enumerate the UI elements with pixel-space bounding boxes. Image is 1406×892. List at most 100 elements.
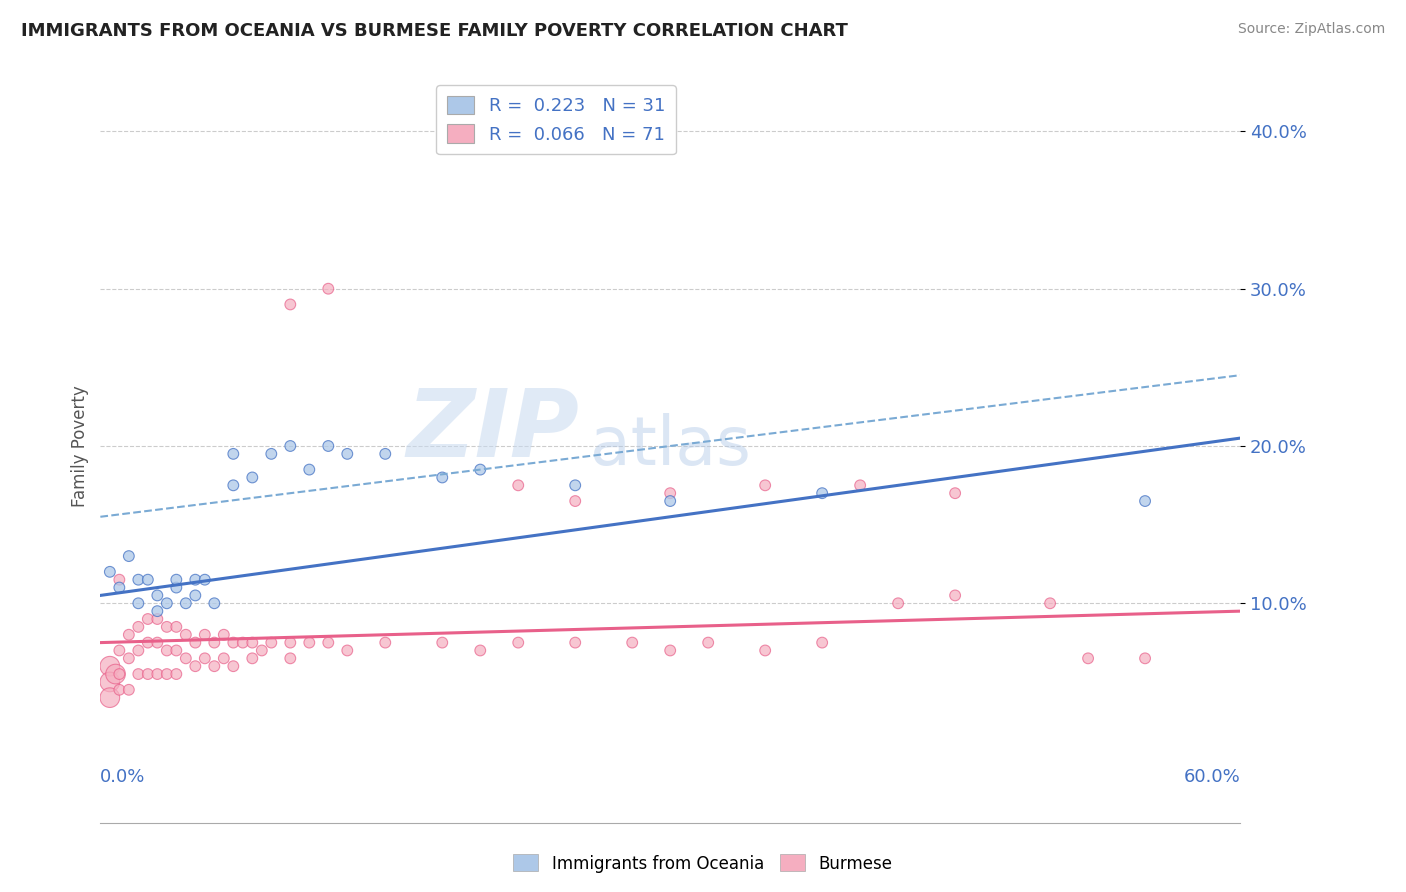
Point <box>98 674 121 689</box>
Legend: Immigrants from Oceania, Burmese: Immigrants from Oceania, Burmese <box>506 847 900 880</box>
Point <box>118 628 141 642</box>
Point <box>127 643 149 657</box>
Point <box>754 478 776 492</box>
Point <box>1077 651 1099 665</box>
Point <box>564 494 586 508</box>
Point <box>336 643 359 657</box>
Point <box>278 297 301 311</box>
Point <box>127 596 149 610</box>
Point <box>136 573 159 587</box>
Text: Source: ZipAtlas.com: Source: ZipAtlas.com <box>1237 22 1385 37</box>
Text: atlas: atlas <box>591 413 751 479</box>
Point <box>1133 651 1156 665</box>
Point <box>470 643 492 657</box>
Point <box>336 447 359 461</box>
Point <box>564 635 586 649</box>
Point <box>222 447 245 461</box>
Point <box>316 282 339 296</box>
Point <box>146 589 169 603</box>
Point <box>127 620 149 634</box>
Point <box>108 643 131 657</box>
Point <box>118 651 141 665</box>
Point <box>212 651 235 665</box>
Point <box>184 589 207 603</box>
Point <box>659 494 682 508</box>
Point <box>184 659 207 673</box>
Point <box>165 581 187 595</box>
Point <box>194 628 217 642</box>
Point <box>156 596 179 610</box>
Point <box>222 478 245 492</box>
Point <box>374 635 396 649</box>
Point <box>316 439 339 453</box>
Point <box>98 690 121 705</box>
Point <box>98 565 121 579</box>
Point <box>174 628 197 642</box>
Point <box>432 470 454 484</box>
Point <box>165 667 187 681</box>
Point <box>222 659 245 673</box>
Point <box>156 620 179 634</box>
Point <box>374 447 396 461</box>
Point <box>943 486 966 500</box>
Point <box>811 635 834 649</box>
Point <box>508 478 530 492</box>
Point <box>165 643 187 657</box>
Point <box>659 643 682 657</box>
Point <box>136 667 159 681</box>
Point <box>156 667 179 681</box>
Point <box>98 659 121 673</box>
Point <box>156 643 179 657</box>
Point <box>202 659 225 673</box>
Point <box>260 635 283 649</box>
Point <box>697 635 720 649</box>
Point <box>1039 596 1062 610</box>
Point <box>165 620 187 634</box>
Point <box>298 462 321 476</box>
Text: 60.0%: 60.0% <box>1184 768 1240 787</box>
Point <box>278 439 301 453</box>
Point <box>316 635 339 649</box>
Point <box>298 635 321 649</box>
Point <box>278 651 301 665</box>
Point <box>240 651 263 665</box>
Text: IMMIGRANTS FROM OCEANIA VS BURMESE FAMILY POVERTY CORRELATION CHART: IMMIGRANTS FROM OCEANIA VS BURMESE FAMIL… <box>21 22 848 40</box>
Point <box>470 462 492 476</box>
Point <box>232 635 254 649</box>
Point <box>118 682 141 697</box>
Point <box>184 573 207 587</box>
Point <box>659 486 682 500</box>
Point <box>174 651 197 665</box>
Point <box>508 635 530 649</box>
Text: ZIP: ZIP <box>406 385 579 477</box>
Point <box>250 643 273 657</box>
Point <box>118 549 141 563</box>
Point <box>194 651 217 665</box>
Point <box>146 667 169 681</box>
Point <box>136 635 159 649</box>
Point <box>943 589 966 603</box>
Point <box>184 635 207 649</box>
Point <box>146 612 169 626</box>
Point <box>811 486 834 500</box>
Point <box>278 635 301 649</box>
Point <box>222 635 245 649</box>
Point <box>127 573 149 587</box>
Legend: R =  0.223   N = 31, R =  0.066   N = 71: R = 0.223 N = 31, R = 0.066 N = 71 <box>436 85 676 154</box>
Point <box>108 573 131 587</box>
Point <box>1133 494 1156 508</box>
Point <box>194 573 217 587</box>
Y-axis label: Family Poverty: Family Poverty <box>72 385 89 507</box>
Point <box>136 612 159 626</box>
Point <box>108 581 131 595</box>
Point <box>564 478 586 492</box>
Point <box>108 682 131 697</box>
Point <box>165 573 187 587</box>
Point <box>146 604 169 618</box>
Point <box>108 667 131 681</box>
Point <box>174 596 197 610</box>
Point <box>202 635 225 649</box>
Point <box>104 667 127 681</box>
Point <box>260 447 283 461</box>
Point <box>240 470 263 484</box>
